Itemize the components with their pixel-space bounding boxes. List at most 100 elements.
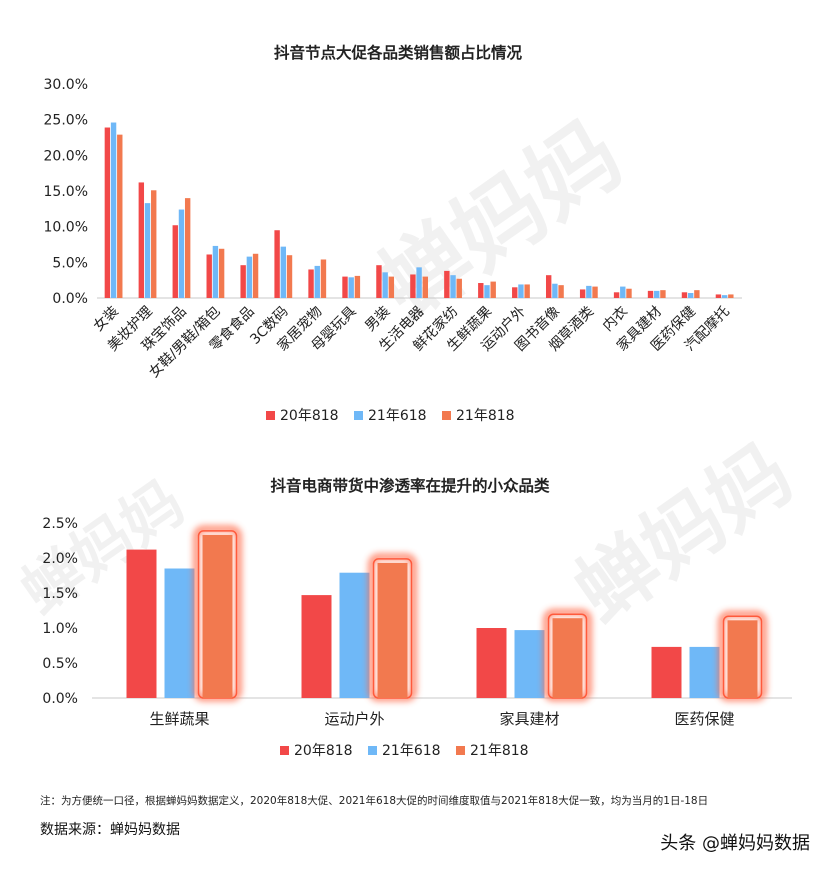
footnote: 注：为方便统一口径，根据蝉妈妈数据定义，2020年818大促、2021年618大… (40, 795, 709, 807)
bar (342, 276, 348, 298)
bar (246, 256, 253, 298)
legend-label: 21年618 (368, 408, 427, 424)
legend-label: 20年818 (294, 743, 353, 759)
bar (377, 562, 408, 698)
brand-watermark: 头条 @蝉妈妈数据 (660, 833, 810, 854)
legend-label: 21年818 (470, 743, 529, 759)
legend-swatch (280, 746, 289, 755)
bar (314, 265, 320, 298)
bar (212, 245, 219, 298)
bar (626, 288, 632, 298)
bar (240, 265, 246, 298)
bar (689, 646, 720, 698)
legend-swatch (354, 411, 363, 420)
bar (552, 618, 583, 698)
bar (274, 230, 280, 298)
category-share-chart: 抖音节点大促各品类销售额占比情况 0.0% 5.0% 10.0% 15.0% 20.0% 2… (44, 43, 742, 424)
bar (545, 275, 552, 298)
niche-category-chart: 抖音电商带货中渗透率在提升的小众品类 0.0% 0.5% 1.0% 1.5% 2.0% 2.… (42, 476, 792, 759)
bar (651, 646, 682, 698)
bar (728, 294, 734, 298)
bar (478, 283, 484, 298)
y-tick-label: 2.5% (42, 516, 78, 532)
bar (104, 127, 111, 298)
bar (694, 290, 700, 298)
legend-swatch (442, 411, 451, 420)
bar (721, 295, 728, 298)
bar (518, 284, 524, 298)
y-tick-label: 2.0% (42, 551, 78, 567)
x-tick-label: 生鲜蔬果 (149, 710, 209, 728)
bar (202, 534, 233, 698)
y-tick-label: 20.0% (44, 148, 88, 164)
bar (339, 572, 370, 698)
y-tick-label: 0.0% (52, 291, 88, 307)
y-tick-label: 15.0% (44, 184, 88, 200)
bar (301, 595, 332, 698)
bar (151, 190, 157, 298)
bar (138, 182, 145, 298)
bar (620, 286, 626, 298)
bar (444, 270, 450, 298)
y-tick-label: 25.0% (44, 113, 88, 129)
bar (514, 630, 545, 698)
bar (484, 285, 490, 298)
bar (376, 265, 382, 298)
bar (354, 275, 361, 298)
chart-title: 抖音电商带货中渗透率在提升的小众品类 (270, 476, 550, 495)
bar (410, 274, 416, 298)
bar (660, 290, 666, 298)
y-tick-label: 1.0% (42, 621, 78, 637)
bar (144, 203, 151, 298)
y-tick-label: 10.0% (44, 220, 88, 236)
x-tick-label: 运动户外 (324, 710, 384, 728)
bar (490, 281, 496, 298)
bar (320, 259, 327, 298)
bar (476, 628, 507, 698)
bar (456, 278, 462, 298)
x-tick-label: 家具建材 (499, 710, 559, 728)
bar (681, 292, 688, 298)
bar (164, 568, 195, 698)
bar (552, 283, 558, 298)
bar (592, 286, 598, 298)
bar (280, 246, 287, 298)
bar (382, 272, 388, 298)
bar (252, 253, 259, 298)
bar (715, 294, 722, 298)
bar (388, 276, 395, 298)
bar (727, 620, 758, 698)
bar (524, 284, 530, 298)
chart-title: 抖音节点大促各品类销售额占比情况 (274, 43, 523, 62)
bar (308, 269, 314, 298)
bar (687, 293, 694, 298)
bar (558, 285, 564, 298)
bar (184, 198, 191, 298)
bar (586, 285, 592, 298)
bar (117, 134, 123, 298)
legend-label: 21年818 (456, 408, 515, 424)
bar (178, 209, 185, 298)
bar (286, 255, 293, 298)
legend-swatch (456, 746, 465, 755)
legend-swatch (266, 411, 275, 420)
y-tick-label: 0.0% (42, 691, 78, 707)
legend-label: 20年818 (280, 408, 339, 424)
bar (579, 289, 586, 298)
bar (126, 549, 157, 698)
bar (512, 287, 518, 298)
bar (416, 267, 422, 298)
data-source: 数据来源：蝉妈妈数据 (40, 822, 180, 838)
bar (348, 277, 354, 298)
legend-label: 21年618 (382, 743, 441, 759)
bar (218, 248, 225, 298)
y-tick-label: 30.0% (44, 77, 88, 93)
y-tick-label: 1.5% (42, 586, 78, 602)
bar (422, 276, 428, 298)
y-tick-label: 0.5% (42, 656, 78, 672)
x-tick-label: 医药保健 (674, 710, 734, 728)
bar (654, 290, 660, 298)
y-tick-label: 5.0% (52, 255, 88, 271)
legend-swatch (368, 746, 377, 755)
